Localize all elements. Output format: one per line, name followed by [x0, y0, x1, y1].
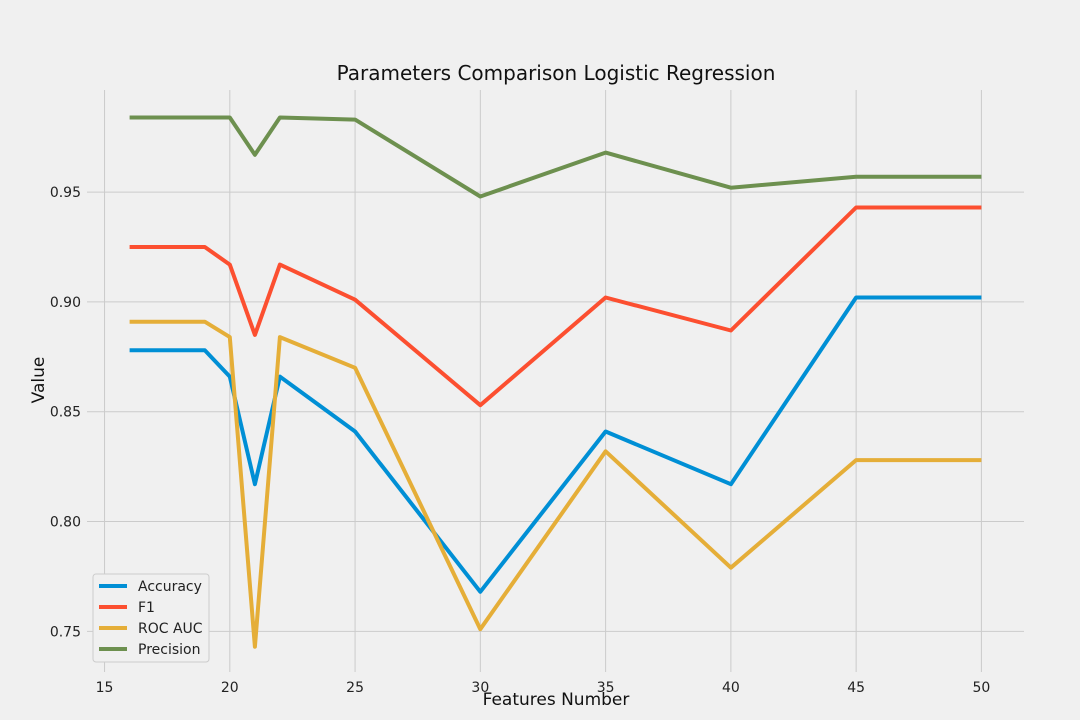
series-line-accuracy [129, 295, 982, 594]
y-tick-label: 0.75 [50, 624, 81, 640]
x-tick-label: 20 [221, 680, 239, 696]
y-tick-label: 0.95 [50, 185, 81, 201]
tick-labels: 15 20 25 30 35 40 45 50 0.75 0.80 0.85 0.90 0.95 [50, 185, 990, 696]
chart-title: Parameters Comparison Logistic Regressio… [337, 61, 776, 85]
y-tick-label: 0.90 [50, 295, 81, 311]
y-axis-title: Value [29, 357, 49, 404]
legend-box [92, 573, 210, 663]
x-tick-label: 45 [847, 680, 865, 696]
legend-label-precision: Precision [138, 642, 200, 658]
x-axis-title: Features Number [483, 690, 630, 710]
x-tick-label: 35 [597, 680, 615, 696]
series-line-precision [129, 115, 982, 199]
x-tick-label: 40 [722, 680, 740, 696]
x-tick-label: 25 [346, 680, 364, 696]
x-tick-label: 30 [471, 680, 489, 696]
legend-label-roc-auc: ROC AUC [138, 621, 203, 637]
series-line-f1 [129, 205, 982, 408]
legend: Accuracy F1 ROC AUC Precision [92, 573, 210, 663]
series-layer [129, 115, 982, 649]
series-line-roc-auc [129, 319, 982, 649]
x-tick-label: 50 [972, 680, 990, 696]
y-tick-label: 0.80 [50, 515, 81, 531]
x-tick-label: 15 [96, 680, 114, 696]
y-tick-label: 0.85 [50, 405, 81, 421]
legend-label-accuracy: Accuracy [138, 579, 202, 595]
legend-label-f1: F1 [138, 600, 155, 616]
